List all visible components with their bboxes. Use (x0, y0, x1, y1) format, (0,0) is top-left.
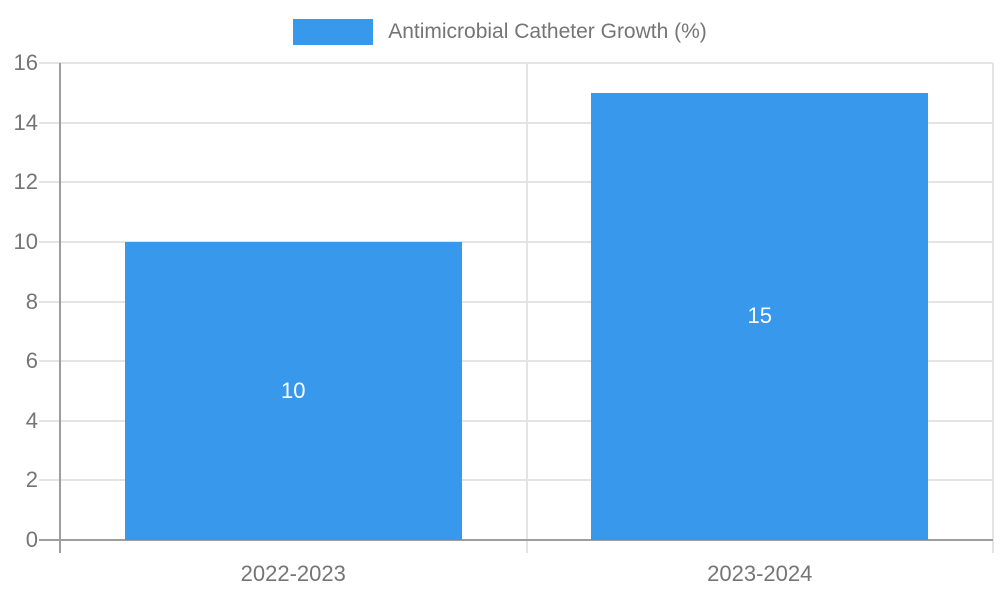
y-gridline (39, 121, 993, 124)
legend-label: Antimicrobial Catheter Growth (%) (388, 20, 707, 43)
y-axis-tick-label: 4 (25, 407, 38, 433)
y-gridline (39, 419, 993, 422)
y-axis-line (59, 63, 61, 553)
bar[interactable]: 10 (124, 241, 462, 540)
y-axis-tick-label: 14 (13, 109, 38, 135)
x-axis-category-label: 2023-2024 (707, 561, 813, 586)
y-axis-tick-label: 2 (25, 467, 38, 493)
y-gridline (39, 479, 993, 482)
y-gridline (39, 300, 993, 303)
bar-value-label: 10 (280, 377, 306, 403)
x-axis-line (39, 539, 993, 541)
bar-value-label: 15 (747, 303, 772, 329)
y-axis-tick-label: 10 (13, 228, 38, 254)
x-gridline (992, 63, 994, 553)
legend-swatch (293, 19, 374, 45)
bar[interactable]: 15 (591, 92, 929, 540)
y-axis-tick-label: 8 (25, 288, 38, 314)
x-axis-category-label: 2022-2023 (240, 561, 346, 586)
y-axis-tick-label: 12 (13, 169, 38, 195)
y-gridline (39, 62, 993, 64)
y-gridline (39, 181, 993, 184)
x-gridline (525, 63, 528, 553)
y-axis-tick-label: 0 (25, 527, 38, 552)
y-axis-tick-label: 16 (13, 50, 38, 75)
chart-legend[interactable]: Antimicrobial Catheter Growth (%) (0, 19, 1000, 45)
y-gridline (39, 360, 993, 363)
y-gridline (39, 240, 993, 243)
y-axis-tick-label: 6 (25, 348, 38, 374)
